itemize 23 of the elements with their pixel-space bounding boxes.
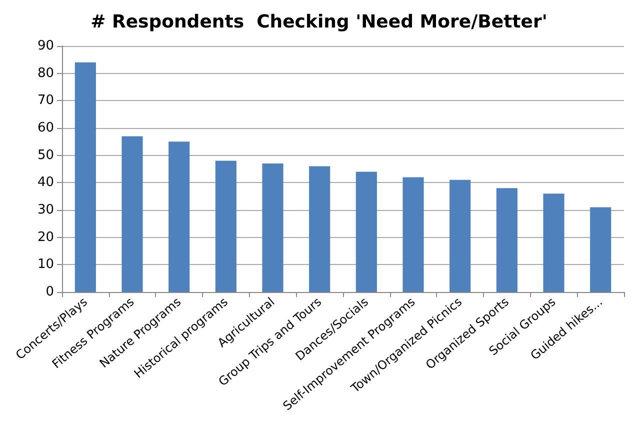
bar bbox=[215, 160, 236, 292]
bar bbox=[74, 62, 96, 292]
y-tick-label: 10 bbox=[37, 257, 54, 272]
bar bbox=[356, 172, 377, 292]
y-tick-label: 50 bbox=[37, 148, 54, 163]
bar bbox=[450, 180, 471, 292]
y-tick-label: 80 bbox=[37, 66, 54, 81]
y-tick-label: 20 bbox=[37, 230, 54, 245]
bar bbox=[402, 177, 424, 292]
bar bbox=[262, 164, 284, 292]
y-tick-label: 0 bbox=[46, 284, 54, 300]
bar bbox=[168, 142, 190, 292]
y-tick-label: 30 bbox=[37, 202, 54, 218]
y-tick-label: 60 bbox=[37, 120, 54, 136]
bar bbox=[309, 166, 330, 292]
bar bbox=[122, 136, 143, 292]
y-tick-label: 40 bbox=[37, 175, 54, 190]
bar bbox=[590, 207, 612, 292]
bar bbox=[543, 194, 564, 292]
y-tick-label: 70 bbox=[37, 93, 54, 108]
bar bbox=[496, 188, 518, 292]
chart-title: # Respondents Checking 'Need More/Better' bbox=[90, 12, 548, 32]
y-tick-label: 90 bbox=[37, 38, 54, 54]
